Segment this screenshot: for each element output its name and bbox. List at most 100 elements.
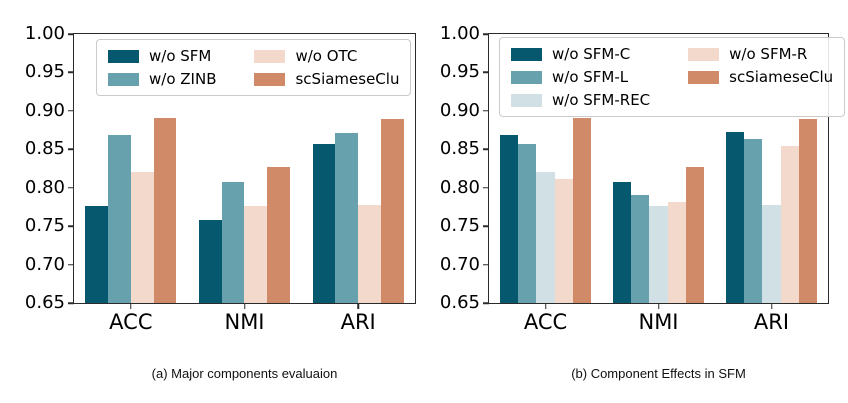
legend-item-w-o-zinb: w/o ZINB bbox=[108, 70, 216, 88]
legend-item-w-o-sfm-l: w/o SFM-L bbox=[511, 68, 650, 86]
legend-label-w-o-sfm-c: w/o SFM-C bbox=[552, 45, 631, 63]
legend-item-w-o-otc: w/o OTC bbox=[254, 47, 399, 65]
x-tick-mark bbox=[243, 303, 246, 309]
plot-area-major-components: 1.00 0.95 0.90 0.85 0.80 0.75 0.70 0.65 ACC NMI AR… bbox=[25, 25, 416, 333]
y-tick-label: 0.65 bbox=[24, 292, 65, 313]
legend-label-w-o-sfm-r: w/o SFM-R bbox=[729, 45, 808, 63]
x-tick-label-acc: ACC bbox=[523, 310, 568, 334]
y-tick-label: 0.90 bbox=[24, 99, 65, 121]
bar-w-o-sfm-l-ari bbox=[744, 138, 763, 303]
legend-item-w-o-sfm: w/o SFM bbox=[108, 47, 216, 65]
x-tick-mark bbox=[130, 303, 132, 309]
x-tick-mark bbox=[770, 303, 773, 309]
bar-scsiameseclu-acc bbox=[153, 117, 177, 303]
bar-w-o-sfm-r-nmi bbox=[667, 201, 686, 303]
y-tick-label: 0.95 bbox=[24, 61, 65, 83]
bar-w-o-sfm-c-nmi bbox=[613, 181, 632, 303]
y-tick-mark bbox=[483, 33, 489, 35]
legend-swatch-w-o-sfm-l bbox=[511, 70, 542, 84]
bar-w-o-sfm-c-ari bbox=[726, 132, 745, 303]
bar-w-o-sfm-nmi bbox=[199, 220, 222, 303]
legend-swatch-w-o-zinb bbox=[108, 72, 139, 86]
legend: w/o SFM-C w/o SFM-L w/o SFM-REC w/o SFM-R sc… bbox=[499, 37, 846, 117]
caption-sfm-component-effects: (b) Component Effects in SFM bbox=[571, 366, 746, 381]
legend-swatch-w-o-sfm-c bbox=[511, 47, 542, 61]
y-tick-label: 0.85 bbox=[439, 138, 480, 160]
y-tick-label: 0.75 bbox=[24, 215, 65, 237]
x-tick-mark bbox=[657, 303, 660, 309]
bar-group-nmi bbox=[602, 34, 715, 303]
y-tick-mark bbox=[68, 110, 74, 112]
legend-item-w-o-sfm-r: w/o SFM-R bbox=[688, 45, 833, 63]
y-tick-label: 0.90 bbox=[439, 99, 480, 121]
caption-major-components: (a) Major components evaluaion bbox=[151, 366, 338, 381]
y-tick-label: 1.00 bbox=[439, 23, 480, 44]
legend-label-scsiameseclu: scSiameseClu bbox=[729, 68, 834, 86]
y-tick-label: 0.80 bbox=[24, 176, 65, 198]
bar-w-o-sfm-ari bbox=[312, 143, 336, 303]
y-tick-mark bbox=[483, 148, 489, 151]
legend-swatch-w-o-otc bbox=[254, 49, 286, 63]
bar-w-o-zinb-acc bbox=[108, 135, 131, 303]
legend-swatch-w-o-sfm-r bbox=[688, 47, 720, 61]
bar-w-o-zinb-nmi bbox=[221, 181, 245, 303]
y-tick-mark bbox=[68, 225, 74, 227]
legend-item-scsiameseclu: scSiameseClu bbox=[254, 70, 399, 88]
x-tick-mark bbox=[357, 303, 359, 309]
y-tick-label: 0.80 bbox=[439, 176, 480, 198]
bar-group-acc bbox=[489, 34, 602, 303]
x-tick-label-ari: ARI bbox=[340, 310, 376, 334]
bar-w-o-otc-acc bbox=[130, 171, 154, 303]
bar-w-o-sfm-r-acc bbox=[554, 178, 573, 303]
bar-group-ari bbox=[301, 34, 415, 303]
bar-scsiameseclu-ari bbox=[798, 119, 817, 303]
bar-w-o-otc-ari bbox=[358, 204, 381, 303]
y-tick-mark bbox=[483, 225, 489, 227]
x-tick-label-nmi: NMI bbox=[638, 310, 679, 334]
y-tick-label: 1.00 bbox=[24, 23, 65, 44]
y-tick-label: 0.75 bbox=[439, 215, 480, 237]
y-tick-mark bbox=[68, 148, 74, 151]
y-tick-mark bbox=[68, 263, 74, 266]
bar-w-o-sfm-l-acc bbox=[518, 143, 537, 303]
legend-label-w-o-zinb: w/o ZINB bbox=[149, 70, 217, 88]
y-tick-label: 0.85 bbox=[24, 138, 65, 160]
y-tick-mark bbox=[483, 302, 489, 304]
y-tick-mark bbox=[68, 33, 74, 35]
y-tick-label: 0.70 bbox=[24, 253, 65, 275]
x-tick-label-nmi: NMI bbox=[224, 310, 265, 334]
y-tick-mark bbox=[483, 110, 489, 112]
legend-label-w-o-otc: w/o OTC bbox=[295, 47, 358, 65]
bar-scsiameseclu-acc bbox=[572, 117, 591, 303]
legend-item-w-o-sfm-rec: w/o SFM-REC bbox=[511, 91, 650, 109]
bar-scsiameseclu-nmi bbox=[685, 166, 704, 303]
bar-scsiameseclu-ari bbox=[380, 119, 404, 303]
y-tick-mark bbox=[68, 186, 74, 189]
x-tick-label-acc: ACC bbox=[109, 310, 153, 334]
x-tick-label-ari: ARI bbox=[753, 310, 790, 334]
legend: w/o SFM w/o ZINB w/o OTC scSiameseClu bbox=[96, 39, 412, 96]
legend-label-w-o-sfm-l: w/o SFM-L bbox=[552, 68, 629, 86]
legend-item-scsiameseclu: scSiameseClu bbox=[688, 68, 833, 86]
legend-label-scsiameseclu: scSiameseClu bbox=[295, 70, 400, 88]
bar-w-o-zinb-ari bbox=[335, 133, 359, 303]
bar-group-nmi bbox=[188, 34, 302, 303]
bar-group-ari bbox=[715, 34, 828, 303]
x-tick-mark bbox=[544, 303, 547, 309]
bar-scsiameseclu-nmi bbox=[267, 166, 290, 303]
y-tick-mark bbox=[483, 186, 489, 189]
legend-swatch-scsiameseclu bbox=[688, 70, 720, 84]
y-tick-mark bbox=[483, 263, 489, 266]
legend-item-w-o-sfm-c: w/o SFM-C bbox=[511, 45, 650, 63]
bar-w-o-sfm-rec-ari bbox=[762, 204, 781, 303]
legend-swatch-w-o-sfm bbox=[108, 49, 139, 63]
plot-area-sfm-component-effects: 1.00 0.95 0.90 0.85 0.80 0.75 0.70 0.65 ACC NMI AR… bbox=[440, 25, 846, 333]
y-tick-label: 0.65 bbox=[439, 292, 480, 313]
bar-w-o-sfm-c-acc bbox=[500, 135, 519, 303]
bar-w-o-sfm-acc bbox=[85, 206, 109, 303]
y-tick-mark bbox=[483, 71, 489, 74]
legend-label-w-o-sfm-rec: w/o SFM-REC bbox=[552, 91, 651, 109]
bar-group-acc bbox=[74, 34, 188, 303]
y-tick-label: 0.70 bbox=[439, 253, 480, 275]
legend-label-w-o-sfm: w/o SFM bbox=[149, 47, 212, 65]
